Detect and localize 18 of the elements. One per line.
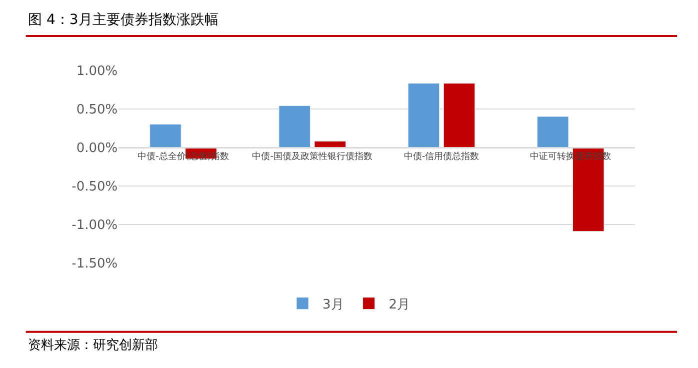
y-tick-label: -1.50% (72, 256, 118, 272)
x-tick-label: 中债-国债及政策性银行债指数 (252, 151, 372, 162)
bar (278, 105, 310, 148)
legend-label: 3月 (322, 297, 344, 312)
bar (443, 83, 476, 148)
legend-label: 2月 (388, 297, 410, 312)
bar (150, 124, 182, 148)
y-tick-label: 0.50% (76, 102, 118, 118)
text: 资料来源：研究创新部 (28, 338, 158, 353)
y-tick-label: -1.00% (72, 218, 118, 233)
y-tick-label: -0.50% (72, 179, 118, 194)
x-tick-label: 中债-信用债总指数 (404, 151, 480, 162)
bar (536, 116, 569, 148)
y-tick-label: 0.00% (76, 140, 118, 156)
chart-title: 图 4：3月主要债券指数涨跌幅 (28, 12, 218, 28)
bar (408, 83, 440, 148)
bar (314, 140, 346, 148)
y-tick-label: 1.00% (76, 64, 118, 79)
